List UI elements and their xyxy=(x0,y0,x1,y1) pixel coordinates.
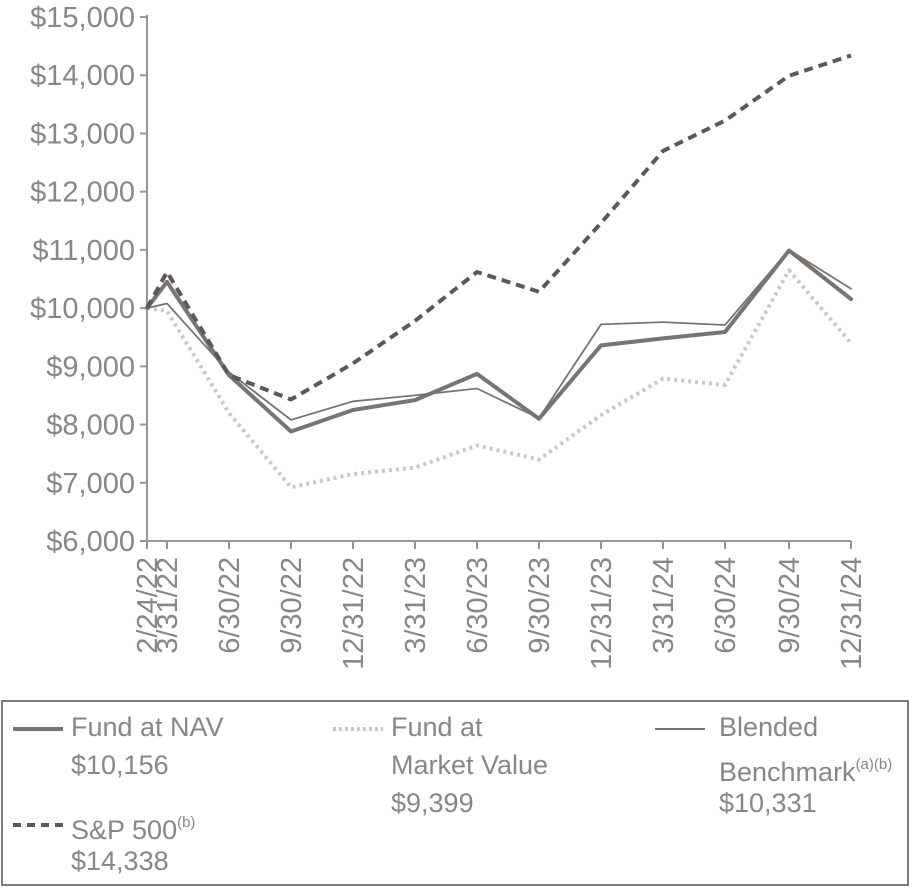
legend-value-fund-market: $9,399 xyxy=(391,788,474,818)
y-tick-label: $12,000 xyxy=(30,177,135,209)
line-chart: $6,000 $7,000 $8,000 $9,000 $10,000 $11,000 $1… xyxy=(30,2,868,670)
series-line-s-p-500 xyxy=(145,53,852,402)
x-tick-label: 6/30/24 xyxy=(710,557,742,654)
x-tick-label: 6/30/22 xyxy=(214,557,246,654)
y-tick-label: $10,000 xyxy=(30,293,135,325)
legend-value-sp500: $14,338 xyxy=(71,846,169,876)
legend-value-benchmark: $10,331 xyxy=(719,788,817,818)
y-tick-label: $13,000 xyxy=(30,118,135,150)
y-tick-label: $7,000 xyxy=(46,468,135,500)
legend-sup-sp500: (b) xyxy=(177,814,196,831)
legend-label-sp500-wrap: S&P 500(b) xyxy=(71,806,195,847)
series-line-fund-at-market-value xyxy=(146,268,853,490)
x-tick-label: 9/30/22 xyxy=(276,557,308,654)
thin-line-swatch-icon xyxy=(655,728,705,730)
legend-value-fund-nav: $10,156 xyxy=(71,750,169,780)
y-tick-label: $9,000 xyxy=(46,351,135,383)
y-tick-label: $14,000 xyxy=(30,60,135,92)
legend-label-sp500: S&P 500 xyxy=(71,815,178,845)
x-tick-label: 9/30/23 xyxy=(524,557,556,654)
legend-label-benchmark-2: Benchmark xyxy=(719,757,856,787)
y-tick-label: $6,000 xyxy=(46,526,135,558)
legend: Fund at NAV $10,156 Fund at Market Value… xyxy=(1,700,909,886)
legend-label-fund-market-2: Market Value xyxy=(391,750,549,780)
y-tick-label: $11,000 xyxy=(32,235,135,267)
y-tick-label: $8,000 xyxy=(46,410,135,442)
dotted-line-swatch-icon xyxy=(333,727,383,731)
legend-label-fund-nav: Fund at NAV xyxy=(71,712,224,742)
x-tick-label: 3/31/22 xyxy=(152,557,184,654)
x-tick-label: 3/31/24 xyxy=(648,557,680,654)
legend-label-benchmark-1: Blended xyxy=(719,712,819,742)
legend-label-benchmark-2-wrap: Benchmark(a)(b) xyxy=(719,748,892,789)
x-tick-label: 3/31/23 xyxy=(400,557,432,654)
x-tick-label: 9/30/24 xyxy=(774,557,806,654)
x-tick-label: 2/24/22 xyxy=(132,557,164,654)
legend-label-fund-market-1: Fund at xyxy=(391,712,483,742)
x-tick-label: 12/31/23 xyxy=(586,557,618,670)
thick-line-swatch-icon xyxy=(13,727,63,731)
x-tick-label: 6/30/23 xyxy=(462,557,494,654)
y-tick-label: $15,000 xyxy=(30,2,135,34)
series-line-fund-at-nav xyxy=(145,248,853,434)
x-tick-label: 12/31/24 xyxy=(836,557,868,670)
x-tick-label: 12/31/22 xyxy=(338,557,370,670)
legend-sup-benchmark: (a)(b) xyxy=(855,756,893,773)
dashed-line-swatch-icon xyxy=(13,823,63,827)
